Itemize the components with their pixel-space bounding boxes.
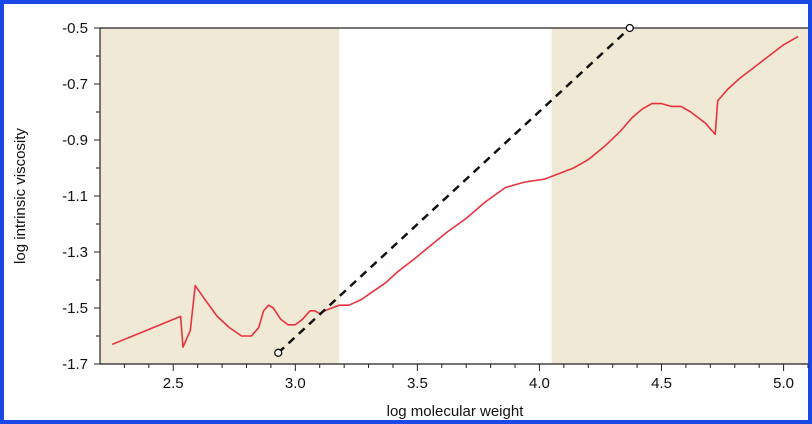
fit-endpoints: [274, 23, 634, 357]
shaded-regions: [100, 28, 808, 364]
x-tick-label-6: 5.0: [773, 375, 794, 392]
y-tick-label-6: -1.5: [62, 300, 88, 317]
y-tick-label-7: -1.7: [62, 356, 88, 373]
axes: [94, 27, 809, 371]
fit-endpoint-marker-2: [625, 23, 634, 33]
y-tick-label-3: -0.9: [62, 132, 88, 149]
x-tick-label-1: 2.5: [163, 375, 184, 392]
tick-labels: -0.5 -0.7 -0.9 -1.1 -1.3 -1.5 -1.7 2.5 3.0 3.5 4.0…: [62, 20, 794, 392]
y-tick-label-5: -1.3: [62, 244, 88, 261]
y-axis-title: log intrinsic viscosity: [12, 128, 29, 264]
shaded-region-2: [551, 28, 808, 364]
x-tick-label-4: 4.0: [529, 375, 550, 392]
x-tick-label-5: 4.5: [651, 375, 672, 392]
y-tick-label-2: -0.7: [62, 76, 88, 93]
dashed-fit-line: [277, 27, 631, 354]
y-tick-label-4: -1.1: [62, 188, 88, 205]
series-lines: [111, 27, 799, 354]
x-tick-label-3: 3.5: [407, 375, 428, 392]
viscosity-curve: [111, 35, 799, 349]
shaded-region-1: [100, 28, 340, 364]
x-axis-title: log molecular weight: [387, 403, 525, 420]
x-tick-label-2: 3.0: [285, 375, 306, 392]
y-tick-label-1: -0.5: [62, 20, 88, 37]
fit-endpoint-marker-1: [274, 348, 283, 357]
